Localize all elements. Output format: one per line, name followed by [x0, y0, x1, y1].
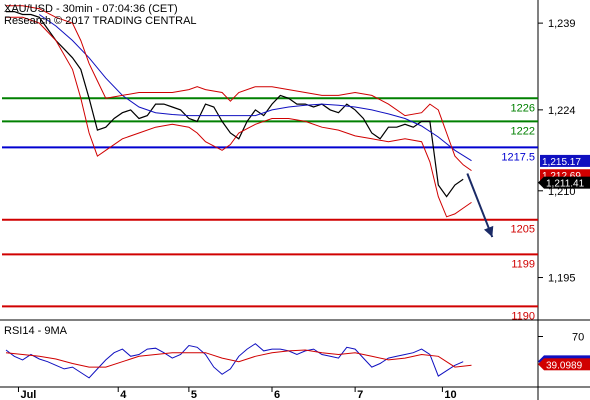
value-tag-last	[544, 176, 590, 189]
rsi-series-rsi_ma	[5, 349, 472, 368]
level-label: 1226	[511, 102, 535, 114]
rsi-y-tick-label: 70	[572, 332, 584, 344]
x-tick-label: 5	[191, 389, 197, 400]
x-tick-label: 7	[357, 389, 363, 400]
forecast-arrow	[466, 173, 494, 238]
series-bollinger_upper	[6, 5, 472, 172]
y-tick-label: 1,195	[548, 273, 576, 285]
series-price	[6, 11, 464, 198]
value-tag-label: 1,215.17	[542, 157, 581, 168]
value-tag-label: 1,211.41	[546, 179, 585, 190]
y-tick-label: 1,239	[548, 18, 576, 30]
forecast-arrowhead	[483, 225, 494, 238]
series-ma	[39, 14, 472, 162]
x-tick-label: 6	[274, 389, 280, 400]
value-tag-pointer	[538, 358, 544, 371]
x-tick-label: 4	[120, 389, 127, 400]
level-label: 1222	[511, 125, 535, 137]
copyright-text: Research © 2017 TRADING CENTRAL	[4, 15, 197, 27]
x-tick-label: Jul	[20, 389, 36, 400]
y-tick-label: 1,224	[548, 105, 576, 117]
level-label: 1199	[511, 258, 535, 270]
symbol-title: XAU/USD - 30min - 07:04:36 (CET)	[4, 3, 178, 15]
level-label: 1217.5	[501, 151, 535, 163]
rsi-title: RSI14 - 9MA	[4, 325, 68, 337]
level-label: 1205	[511, 224, 535, 236]
rsi-series-rsi	[5, 343, 464, 379]
level-label: 1190	[511, 310, 535, 322]
value-tag-label: 39.0989	[546, 360, 583, 371]
value-tag-pointer	[538, 176, 544, 189]
y-tick-label: 1,210	[548, 186, 576, 198]
value-tag-ma	[540, 154, 590, 167]
series-bollinger_lower	[6, 16, 472, 218]
x-tick-label: 10	[444, 389, 456, 400]
value-tag-rsi_ma	[544, 358, 590, 371]
